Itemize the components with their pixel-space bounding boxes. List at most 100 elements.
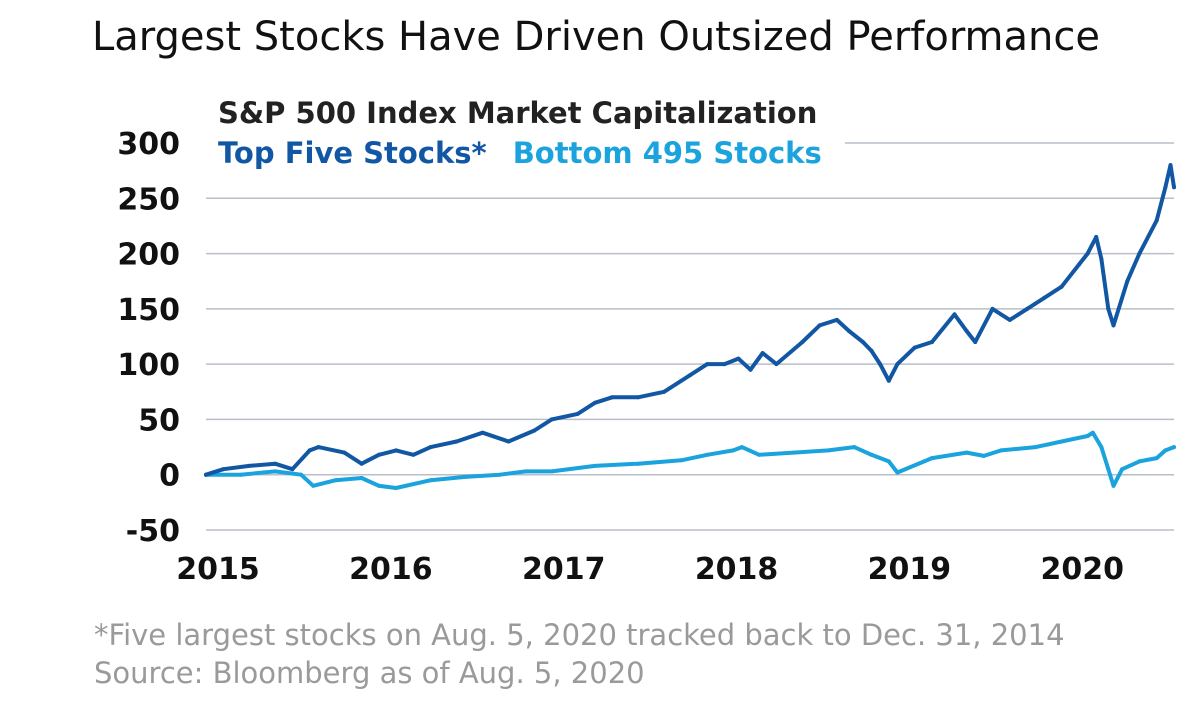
y-tick-label: 100 <box>117 348 180 383</box>
data-point <box>342 450 347 455</box>
data-point <box>1163 185 1168 190</box>
data-point <box>895 470 900 475</box>
data-point <box>311 483 316 488</box>
data-point <box>886 378 891 383</box>
data-point <box>290 467 295 472</box>
data-point <box>394 486 399 490</box>
data-point <box>860 340 865 344</box>
x-tick-label: 2017 <box>522 552 606 587</box>
data-point <box>610 395 615 400</box>
data-point <box>705 452 710 457</box>
data-point <box>1106 467 1111 472</box>
x-tick-label: 2019 <box>868 552 952 587</box>
series-line-bottom-495 <box>204 430 1176 490</box>
data-point <box>973 340 978 344</box>
data-point <box>299 472 304 477</box>
x-axis-ticks: 2015 2016 2017 2018 2019 2020 <box>176 552 1124 587</box>
data-point <box>333 478 338 483</box>
data-point <box>1172 445 1176 450</box>
data-point <box>731 448 736 453</box>
data-point <box>852 445 857 450</box>
data-point <box>480 430 485 435</box>
data-point <box>722 362 727 367</box>
data-point <box>791 450 796 455</box>
series-line-top-five <box>204 163 1176 477</box>
data-point <box>679 458 684 463</box>
data-point <box>1168 163 1173 168</box>
data-point <box>636 395 641 400</box>
data-point <box>1106 306 1111 311</box>
data-point <box>952 312 957 317</box>
data-point <box>376 483 381 488</box>
x-tick-label: 2015 <box>176 552 260 587</box>
data-point <box>273 469 278 474</box>
data-point <box>506 439 511 444</box>
data-point <box>999 448 1004 453</box>
data-point <box>204 472 208 477</box>
data-point <box>273 461 278 466</box>
data-point <box>1111 483 1116 488</box>
data-point <box>869 348 874 353</box>
grid-lines <box>206 142 1174 531</box>
data-point <box>1111 323 1116 328</box>
data-point <box>592 400 597 405</box>
data-point <box>1172 185 1176 190</box>
data-point <box>760 351 765 356</box>
y-tick-label: 200 <box>117 238 180 273</box>
data-point <box>736 356 741 361</box>
data-point <box>1099 445 1104 450</box>
data-point <box>886 459 891 464</box>
data-point <box>826 448 831 453</box>
y-tick-label: -50 <box>126 514 180 549</box>
data-point <box>688 373 692 378</box>
y-tick-label: 300 <box>117 127 180 162</box>
data-point <box>705 362 710 367</box>
data-point <box>1085 434 1090 438</box>
data-point <box>757 452 762 457</box>
data-point <box>454 439 459 444</box>
data-point <box>411 452 416 457</box>
data-point <box>912 345 917 350</box>
data-point <box>1042 295 1047 300</box>
y-tick-label: 150 <box>117 293 180 328</box>
data-point <box>307 448 312 453</box>
data-point <box>497 472 502 477</box>
data-point <box>1154 218 1159 223</box>
y-tick-label: 250 <box>117 182 180 217</box>
data-point <box>964 329 969 333</box>
data-point <box>895 362 900 367</box>
chart-legend: Top Five Stocks* Bottom 495 Stocks <box>218 136 848 170</box>
data-point <box>359 476 364 480</box>
data-point <box>1137 459 1142 464</box>
data-point <box>1059 439 1064 444</box>
x-tick-label: 2020 <box>1041 552 1125 587</box>
data-point <box>523 469 528 474</box>
data-point <box>359 461 364 466</box>
chart-title: Largest Stocks Have Driven Outsized Perf… <box>92 14 1100 60</box>
data-point <box>549 469 554 474</box>
data-point <box>1007 317 1012 322</box>
data-point <box>800 340 805 344</box>
data-point <box>1137 251 1142 256</box>
data-point <box>964 450 969 455</box>
data-point <box>575 411 580 416</box>
data-point <box>1094 235 1099 239</box>
data-point <box>990 306 995 311</box>
data-point <box>316 445 321 450</box>
data-point <box>930 340 934 344</box>
data-point <box>221 467 226 472</box>
series-lines <box>204 163 1176 490</box>
data-point <box>238 472 243 477</box>
data-point <box>748 367 753 372</box>
data-point <box>1090 430 1095 435</box>
data-point <box>592 463 597 468</box>
y-tick-label: 0 <box>159 459 180 494</box>
data-point <box>247 463 252 468</box>
source-note: Source: Bloomberg as of Aug. 5, 2020 <box>94 656 645 690</box>
data-point <box>930 456 934 461</box>
y-tick-label: 50 <box>138 403 180 438</box>
data-point <box>1120 467 1125 472</box>
data-point <box>1085 251 1090 256</box>
data-point <box>428 478 433 483</box>
